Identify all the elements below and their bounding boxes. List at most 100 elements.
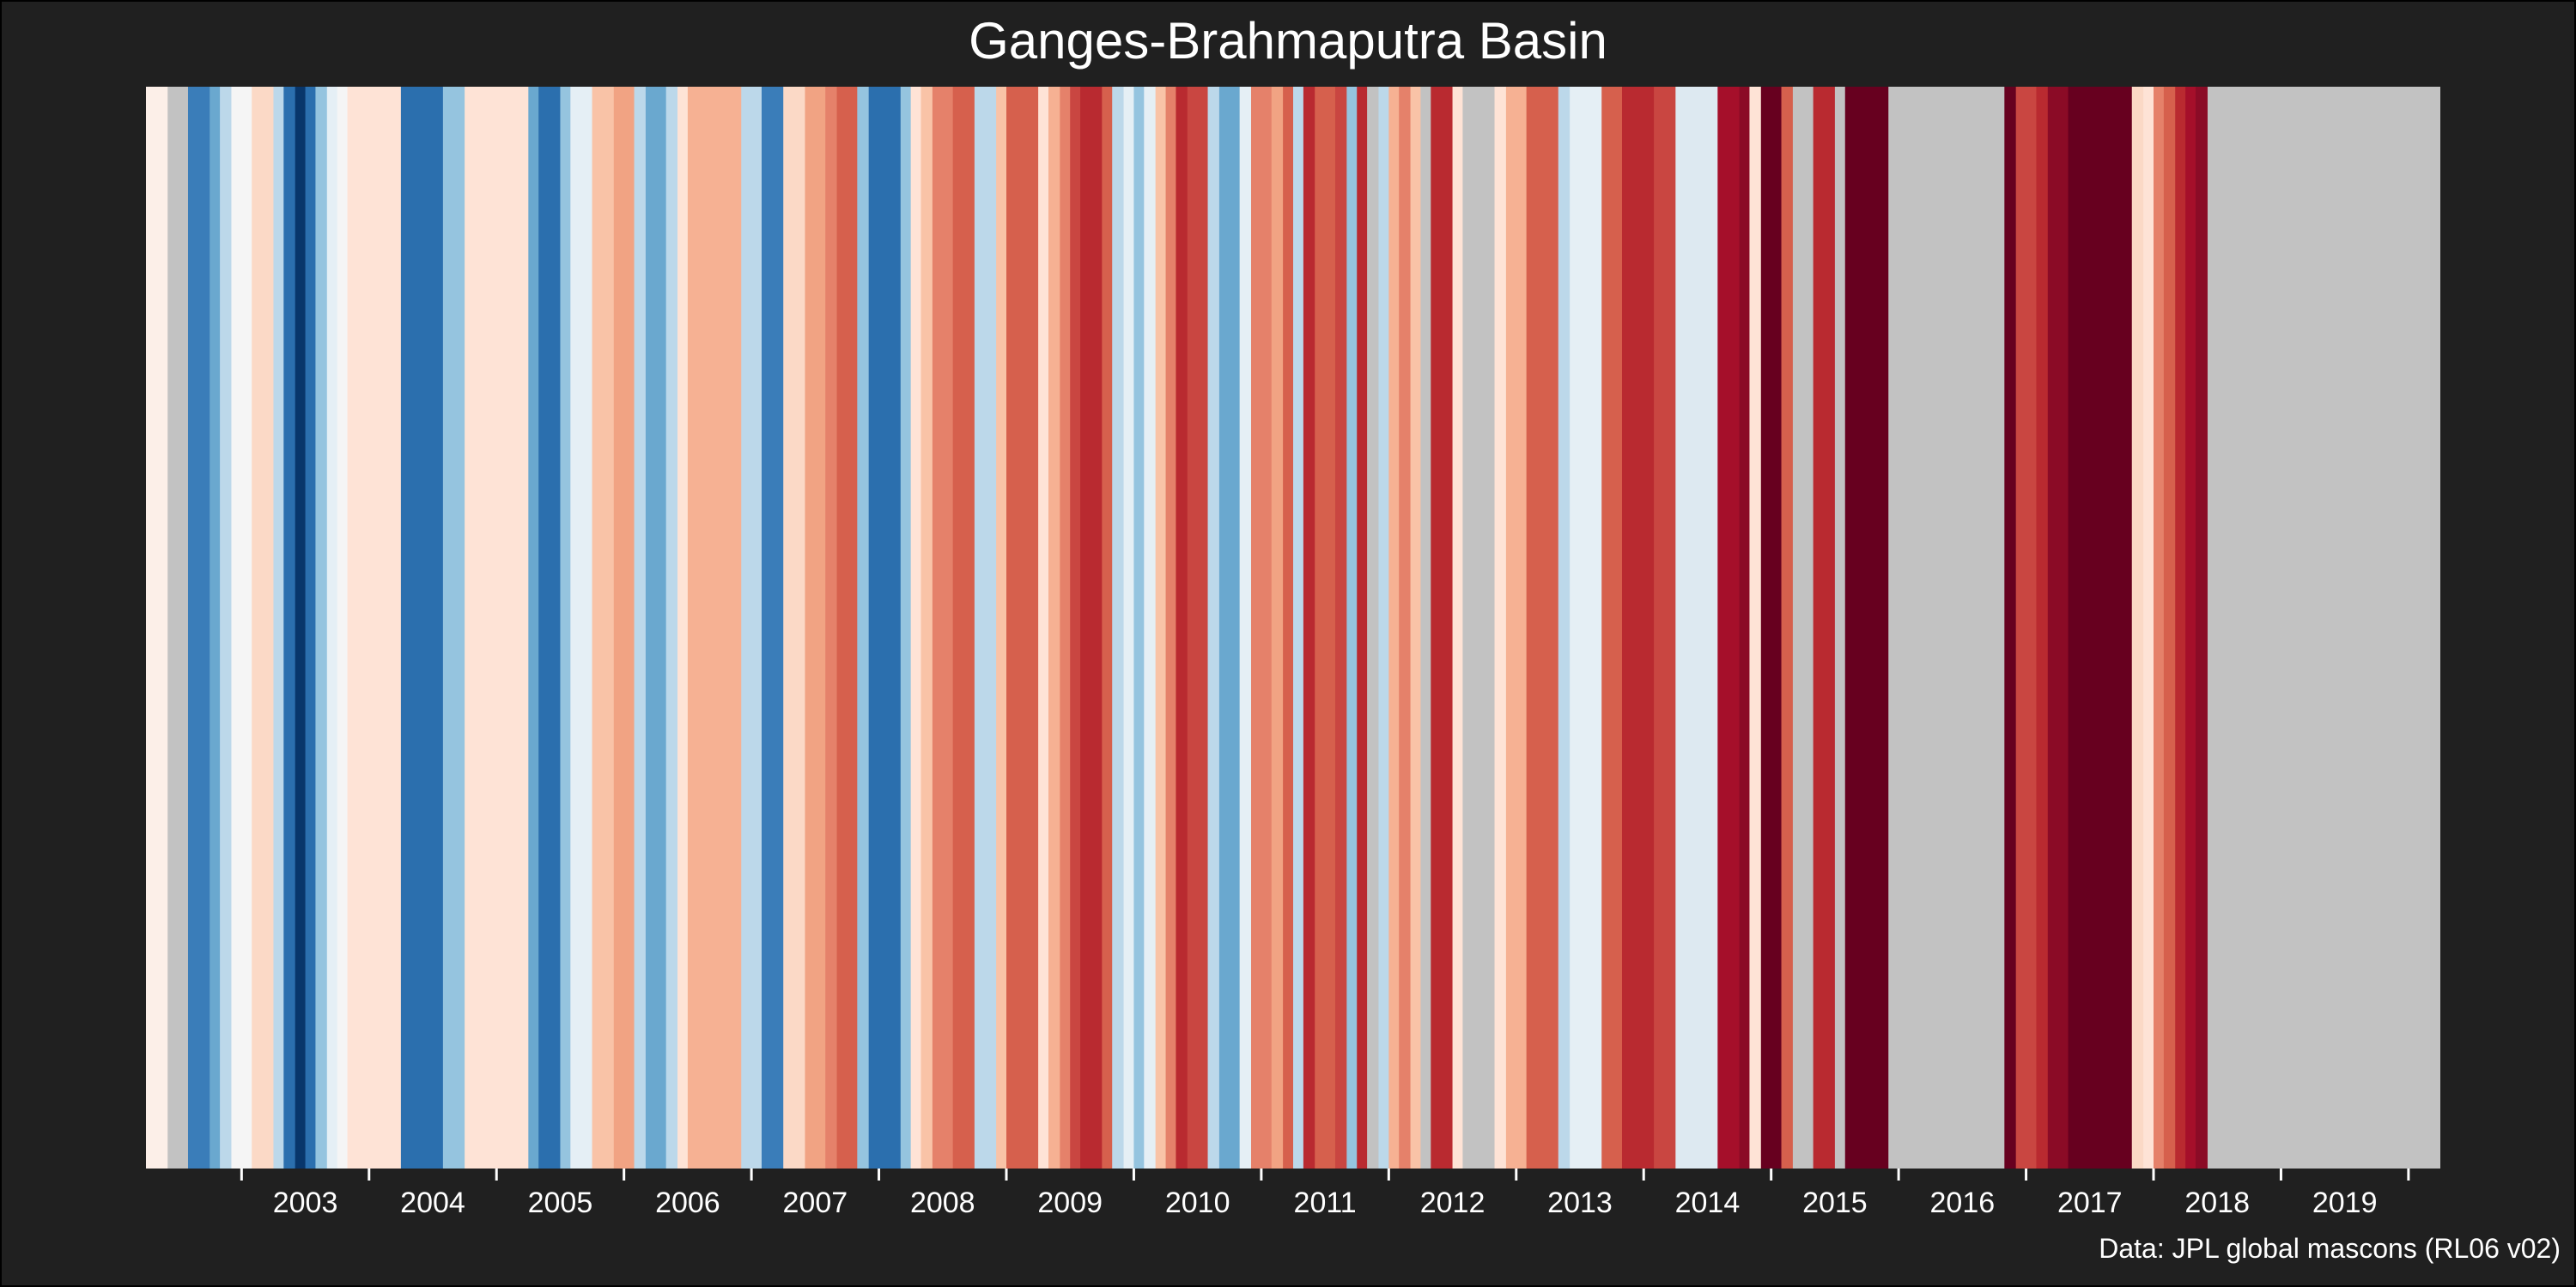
- x-tick-label: 2006: [655, 1187, 720, 1219]
- stripe: [1303, 87, 1315, 1169]
- stripe: [1378, 87, 1389, 1169]
- stripe: [442, 87, 465, 1169]
- stripe: [1420, 87, 1431, 1169]
- stripe: [687, 87, 742, 1169]
- stripe: [974, 87, 997, 1169]
- stripe: [2015, 87, 2038, 1169]
- stripe: [2163, 87, 2176, 1169]
- stripe: [528, 87, 539, 1169]
- stripe: [761, 87, 784, 1169]
- stripe: [836, 87, 858, 1169]
- stripe: [2195, 87, 2208, 1169]
- stripe: [1144, 87, 1157, 1169]
- stripe: [1717, 87, 1741, 1169]
- stripe: [538, 87, 562, 1169]
- stripe: [337, 87, 349, 1169]
- stripe: [187, 87, 210, 1169]
- stripe: [1165, 87, 1177, 1169]
- stripe: [1334, 87, 1347, 1169]
- stripe: [167, 87, 189, 1169]
- stripe: [1251, 87, 1273, 1169]
- stripe: [1431, 87, 1454, 1169]
- stripe: [1570, 87, 1602, 1169]
- x-tick-label: 2015: [1802, 1187, 1868, 1219]
- stripe: [1112, 87, 1125, 1169]
- x-tick-label: 2005: [528, 1187, 593, 1219]
- stripe: [252, 87, 275, 1169]
- x-tick-label: 2007: [783, 1187, 848, 1219]
- stripe: [1760, 87, 1783, 1169]
- stripe: [1038, 87, 1049, 1169]
- x-tick-label: 2017: [2057, 1187, 2123, 1219]
- stripe: [283, 87, 296, 1169]
- stripe: [868, 87, 902, 1169]
- stripe: [910, 87, 922, 1169]
- stripe: [1367, 87, 1380, 1169]
- stripe: [1388, 87, 1400, 1169]
- stripe: [2143, 87, 2154, 1169]
- stripe: [665, 87, 678, 1169]
- stripe: [1888, 87, 2005, 1169]
- stripe: [2131, 87, 2144, 1169]
- stripe: [305, 87, 317, 1169]
- stripe: [1239, 87, 1252, 1169]
- stripe: [1558, 87, 1571, 1169]
- stripe: [560, 87, 571, 1169]
- x-tick-label: 2011: [1294, 1187, 1357, 1219]
- stripe: [1048, 87, 1060, 1169]
- stripe: [1155, 87, 1167, 1169]
- stripe: [2185, 87, 2196, 1169]
- stripe: [1271, 87, 1284, 1169]
- stripe: [1187, 87, 1209, 1169]
- stripe: [210, 87, 221, 1169]
- stripe: [1452, 87, 1464, 1169]
- stripe: [1601, 87, 1623, 1169]
- stripe: [1102, 87, 1113, 1169]
- chart-title: Ganges-Brahmaputra Basin: [969, 12, 1607, 70]
- stripe: [2068, 87, 2133, 1169]
- stripe: [677, 87, 689, 1169]
- x-tick-label: 2013: [1547, 1187, 1613, 1219]
- stripe: [952, 87, 975, 1169]
- stripe: [1060, 87, 1071, 1169]
- stripe: [1792, 87, 1814, 1169]
- stripe: [2004, 87, 2017, 1169]
- stripe: [857, 87, 870, 1169]
- stripe: [1494, 87, 1507, 1169]
- stripe: [1526, 87, 1559, 1169]
- stripe: [570, 87, 593, 1169]
- stripe: [900, 87, 912, 1169]
- stripe: [1123, 87, 1135, 1169]
- stripe: [1283, 87, 1294, 1169]
- stripe: [805, 87, 826, 1169]
- stripe: [634, 87, 647, 1169]
- stripe: [1654, 87, 1676, 1169]
- stripe: [741, 87, 762, 1169]
- x-tick-label: 2014: [1675, 1187, 1741, 1219]
- stripe: [613, 87, 635, 1169]
- stripe: [1813, 87, 1836, 1169]
- x-tick-label: 2019: [2312, 1187, 2378, 1219]
- stripe: [295, 87, 307, 1169]
- stripe: [996, 87, 1007, 1169]
- stripe: [1834, 87, 1846, 1169]
- x-tick-label: 2016: [1930, 1187, 1996, 1219]
- stripe: [1176, 87, 1188, 1169]
- stripe: [315, 87, 328, 1169]
- stripe: [1410, 87, 1422, 1169]
- stripe: [2175, 87, 2186, 1169]
- stripe: [1844, 87, 1889, 1169]
- stripe: [1133, 87, 1145, 1169]
- stripe: [1315, 87, 1336, 1169]
- stripe: [920, 87, 933, 1169]
- stripe: [2047, 87, 2069, 1169]
- stripe: [326, 87, 338, 1169]
- stripe: [783, 87, 806, 1169]
- x-tick-label: 2010: [1165, 1187, 1230, 1219]
- stripe: [231, 87, 252, 1169]
- stripe: [1505, 87, 1528, 1169]
- stripe: [1070, 87, 1081, 1169]
- stripe: [146, 87, 168, 1169]
- x-tick-label: 2018: [2184, 1187, 2250, 1219]
